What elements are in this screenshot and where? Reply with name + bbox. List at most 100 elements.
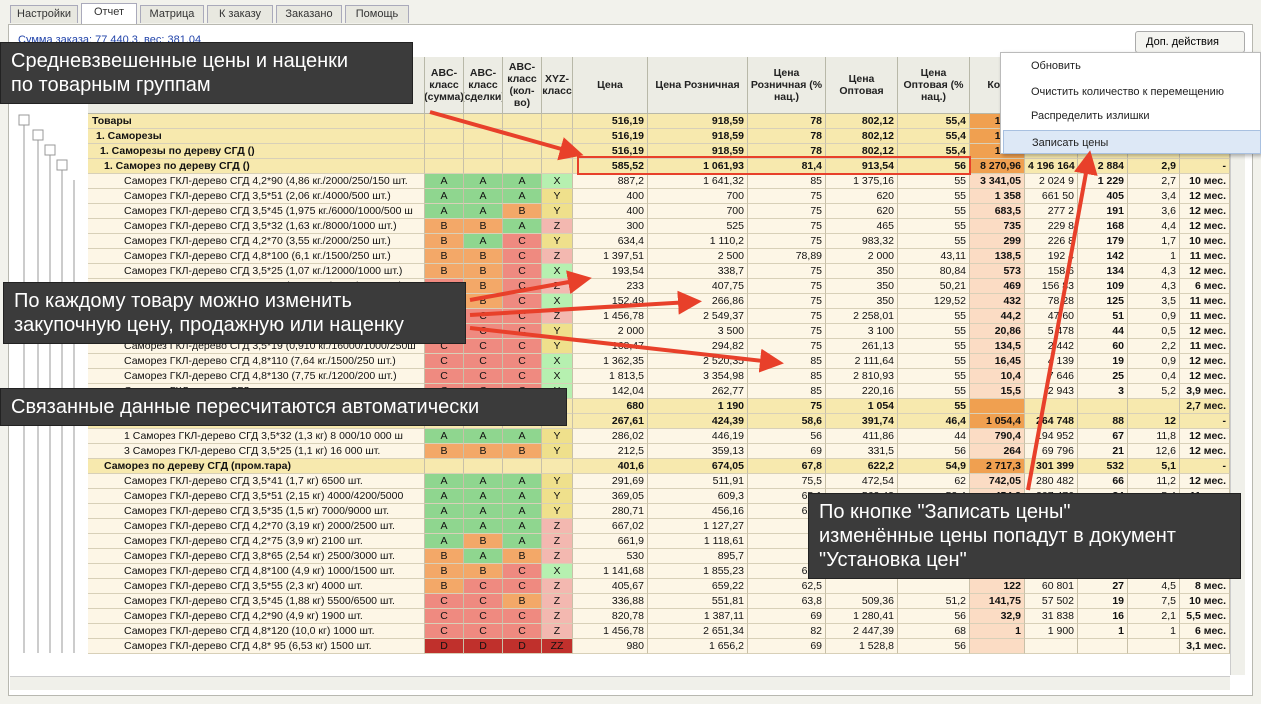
cell: X [542, 174, 573, 189]
cell: 661 50 [1025, 189, 1078, 204]
cell: 191 [1078, 204, 1128, 219]
cell [970, 639, 1025, 654]
cell: Y [542, 489, 573, 504]
cell [425, 144, 464, 159]
cell: 233 [573, 279, 648, 294]
cell: 25 [1078, 369, 1128, 384]
row-name: 1. Саморез по дереву СГД () [88, 159, 425, 174]
cell: C [464, 579, 503, 594]
cell: 300 [573, 219, 648, 234]
cell: 12 мес. [1180, 474, 1230, 489]
cell: C [503, 234, 542, 249]
cell: 1 280,41 [826, 609, 898, 624]
cell: C [503, 339, 542, 354]
cell: A [503, 504, 542, 519]
cell: 168 [1078, 219, 1128, 234]
cell: 551,81 [648, 594, 748, 609]
cell: 75 [748, 339, 826, 354]
row-name: Саморез ГКЛ-дерево СГД 4,2*90 (4,86 кг./… [88, 174, 425, 189]
cell: B [464, 219, 503, 234]
cell [464, 459, 503, 474]
callout: По каждому товару можно изменить закупочн… [3, 282, 466, 344]
tab[interactable]: К заказу [207, 5, 273, 23]
callout-line: "Установка цен" [819, 549, 967, 571]
row-name: Товары [88, 114, 425, 129]
cell: 620 [826, 204, 898, 219]
cell: 152,49 [573, 294, 648, 309]
cell: 264 748 [1025, 414, 1078, 429]
cell: Z [542, 549, 573, 564]
cell: 1 190 [648, 399, 748, 414]
cell: 134,5 [970, 339, 1025, 354]
h-scrollbar[interactable] [10, 676, 1230, 690]
cell: 68 [898, 624, 970, 639]
cell: B [464, 564, 503, 579]
callout: Средневзвешенные цены и наценки по товарн… [0, 42, 413, 104]
cell: A [464, 519, 503, 534]
cell: B [425, 249, 464, 264]
menu-item[interactable]: Распределить излишки [1031, 110, 1150, 122]
cell: A [464, 489, 503, 504]
cell: 194 952 [1025, 429, 1078, 444]
tab[interactable]: Матрица [140, 5, 204, 23]
menu-item[interactable]: Обновить [1031, 60, 1081, 72]
cell: B [464, 294, 503, 309]
tab[interactable]: Настройки [10, 5, 78, 23]
cell: 5,1 [1128, 459, 1180, 474]
row-name: Саморез ГКЛ-дерево СГД 4,8*110 (7,64 кг.… [88, 354, 425, 369]
cell [464, 114, 503, 129]
cell: A [503, 219, 542, 234]
cell: 78 [748, 114, 826, 129]
cell: A [503, 474, 542, 489]
actions-button[interactable]: Доп. действия [1135, 31, 1245, 53]
row-name: Саморез ГКЛ-дерево СГД 4,2*70 (3,55 кг./… [88, 234, 425, 249]
cell: Y [542, 204, 573, 219]
cell: 158 6 [1025, 264, 1078, 279]
cell: 350 [826, 294, 898, 309]
cell: 55 [898, 324, 970, 339]
row-name: Саморез ГКЛ-дерево СГД 4,8*100 (6,1 кг./… [88, 249, 425, 264]
cell: B [425, 219, 464, 234]
cell: 56 [898, 444, 970, 459]
cell: A [425, 174, 464, 189]
cell [542, 459, 573, 474]
menu-item[interactable]: Очистить количество к перемещению [1031, 86, 1224, 98]
cell: 69 [748, 444, 826, 459]
tab[interactable]: Помощь [345, 5, 409, 23]
cell: 50,21 [898, 279, 970, 294]
cell: C [503, 354, 542, 369]
tab[interactable]: Отчет [81, 3, 137, 24]
column-header: Цена Оптовая (% нац.) [898, 57, 970, 114]
cell: C [464, 354, 503, 369]
callout-line: По каждому товару можно изменить [14, 290, 352, 312]
cell: 168,47 [573, 339, 648, 354]
cell: 634,4 [573, 234, 648, 249]
cell: 55 [898, 234, 970, 249]
cell: 54,9 [898, 459, 970, 474]
cell: 2 000 [573, 324, 648, 339]
cell [542, 114, 573, 129]
cell: B [503, 444, 542, 459]
cell: 192 4 [1025, 249, 1078, 264]
cell: 1 362,35 [573, 354, 648, 369]
row-name: Саморез ГКЛ-дерево СГД 3,5*25 (1,07 кг./… [88, 264, 425, 279]
cell: B [464, 264, 503, 279]
cell: 5,2 [1128, 384, 1180, 399]
cell: 75 [748, 294, 826, 309]
menu-item[interactable]: Записать цены [1003, 130, 1261, 154]
cell: Z [542, 309, 573, 324]
cell: A [503, 174, 542, 189]
cell: 280,71 [573, 504, 648, 519]
cell: 55 [898, 204, 970, 219]
cell: 85 [748, 354, 826, 369]
cell: 134 [1078, 264, 1128, 279]
tab[interactable]: Заказано [276, 5, 342, 23]
cell: D [503, 639, 542, 654]
cell: 3,1 мес. [1180, 639, 1230, 654]
cell: 55,4 [898, 114, 970, 129]
cell [425, 459, 464, 474]
row-name: Саморез ГКЛ-дерево СГД 3,5*51 (2,06 кг./… [88, 189, 425, 204]
cell: 78,89 [748, 249, 826, 264]
cell: 55 [898, 339, 970, 354]
cell: B [464, 534, 503, 549]
